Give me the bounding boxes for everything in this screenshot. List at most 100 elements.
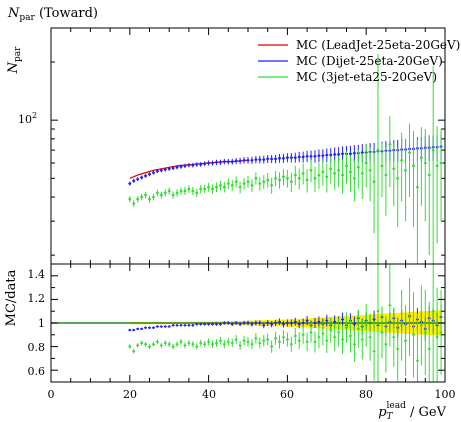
lower-y-tick-0.6: 0.6 xyxy=(28,365,46,378)
ratio-series-1-point xyxy=(345,326,348,329)
series-1-point xyxy=(234,159,238,163)
ratio-series-1-point xyxy=(203,343,206,346)
series-2-point xyxy=(364,161,368,165)
series-2-point xyxy=(207,185,210,189)
series-2-point xyxy=(439,161,443,165)
ratio-series-1-point xyxy=(136,344,139,347)
chart-title: Npar (Toward) xyxy=(7,6,98,23)
ratio-series-1-point xyxy=(199,341,202,345)
ratio-series-1-point xyxy=(321,332,325,335)
ratio-series-1-point xyxy=(179,340,183,344)
ratio-series-1-point xyxy=(164,341,167,345)
ratio-series-0-point xyxy=(148,326,151,329)
series-1-point xyxy=(337,153,340,156)
ratio-series-1-point xyxy=(396,347,399,351)
series-1-point xyxy=(156,169,159,173)
series-2-point xyxy=(254,176,258,180)
series-2-point xyxy=(427,173,431,177)
ratio-series-1-point xyxy=(175,343,179,346)
x-tick-80: 80 xyxy=(359,388,373,401)
ratio-series-1-point xyxy=(195,345,198,348)
ratio-series-0-point xyxy=(278,320,281,324)
ratio-series-1-point xyxy=(207,340,210,344)
series-2-point xyxy=(191,189,195,193)
upper-y-tick-label: 102 xyxy=(18,111,37,126)
series-1-point xyxy=(360,151,364,154)
ratio-series-0-point xyxy=(191,324,195,327)
ratio-series-0-point xyxy=(152,326,155,329)
ratio-series-1-point xyxy=(187,341,191,345)
ratio-series-0-point xyxy=(353,322,356,326)
series-2-point xyxy=(412,164,415,168)
ratio-series-0-point xyxy=(298,322,301,326)
ratio-series-1-point xyxy=(420,324,423,327)
ratio-series-0-point xyxy=(372,318,376,321)
series-1-point xyxy=(230,160,234,163)
x-tick-20: 20 xyxy=(123,388,137,401)
series-1-point xyxy=(262,158,266,161)
ratio-series-1-point xyxy=(211,343,214,346)
series-2-point xyxy=(144,193,147,197)
ratio-series-1-point xyxy=(329,328,332,332)
ratio-series-0-point xyxy=(168,325,171,328)
ratio-series-1-point xyxy=(290,343,293,346)
ratio-series-0-point xyxy=(215,322,218,326)
series-1-point xyxy=(297,155,301,159)
series-1-point xyxy=(152,171,155,174)
series-2-point xyxy=(160,193,163,197)
ratio-series-0-point xyxy=(266,321,269,325)
ratio-series-1-point xyxy=(317,335,321,339)
title-main: N xyxy=(7,6,20,21)
series-2-point xyxy=(337,169,340,172)
series-1-point xyxy=(266,157,270,161)
x-tick-0: 0 xyxy=(48,388,55,401)
ratio-series-1-point xyxy=(156,340,159,344)
ratio-series-0-point xyxy=(231,322,234,326)
series-2-point xyxy=(274,176,277,180)
ratio-series-1-point xyxy=(294,334,297,338)
ratio-series-1-point xyxy=(183,344,187,347)
ratio-series-1-point xyxy=(341,338,344,341)
series-2-point xyxy=(128,197,132,201)
ratio-series-0-point xyxy=(171,324,175,327)
series-2-point xyxy=(227,182,230,185)
series-1-point xyxy=(254,158,258,161)
series-1-point xyxy=(238,159,242,163)
series-2-point xyxy=(420,156,423,159)
series-1-point xyxy=(163,168,167,171)
ratio-series-0-point xyxy=(317,320,321,324)
ratio-series-0-point xyxy=(305,319,309,322)
ratio-series-1-point xyxy=(215,341,218,345)
series-1-point xyxy=(183,164,187,168)
ratio-series-0-point xyxy=(144,326,147,329)
ratio-series-0-point xyxy=(164,325,167,328)
series-2-point xyxy=(246,180,250,184)
series-2-point xyxy=(250,183,254,187)
series-1-point xyxy=(179,165,183,168)
ratio-series-1-point xyxy=(274,337,277,340)
ratio-series-1-point xyxy=(392,335,395,339)
ratio-series-0-point xyxy=(270,322,273,326)
series-1-point xyxy=(191,163,195,167)
ratio-series-0-point xyxy=(160,325,163,328)
series-1-point xyxy=(278,156,281,160)
series-2-point xyxy=(388,142,392,146)
ratio-series-1-point xyxy=(349,334,352,338)
ratio-series-0-point xyxy=(246,321,250,325)
ratio-series-1-point xyxy=(140,341,143,345)
series-1-point xyxy=(223,160,226,163)
series-2-point xyxy=(353,176,356,180)
series-1-point xyxy=(144,174,147,178)
ratio-series-0-point xyxy=(183,324,187,327)
x-tick-40: 40 xyxy=(202,388,216,401)
title-sub: par xyxy=(19,13,35,23)
ratio-series-0-point xyxy=(258,321,262,325)
series-1-point xyxy=(148,172,151,176)
ratio-series-1-point xyxy=(424,331,427,334)
lower-y-tick-1.2: 1.2 xyxy=(28,292,46,305)
series-2-point xyxy=(278,178,281,182)
series-1-point xyxy=(132,179,136,183)
series-2-point xyxy=(230,183,234,187)
upper-y-axis-label: Npar xyxy=(6,46,23,75)
series-1-point xyxy=(282,156,285,160)
